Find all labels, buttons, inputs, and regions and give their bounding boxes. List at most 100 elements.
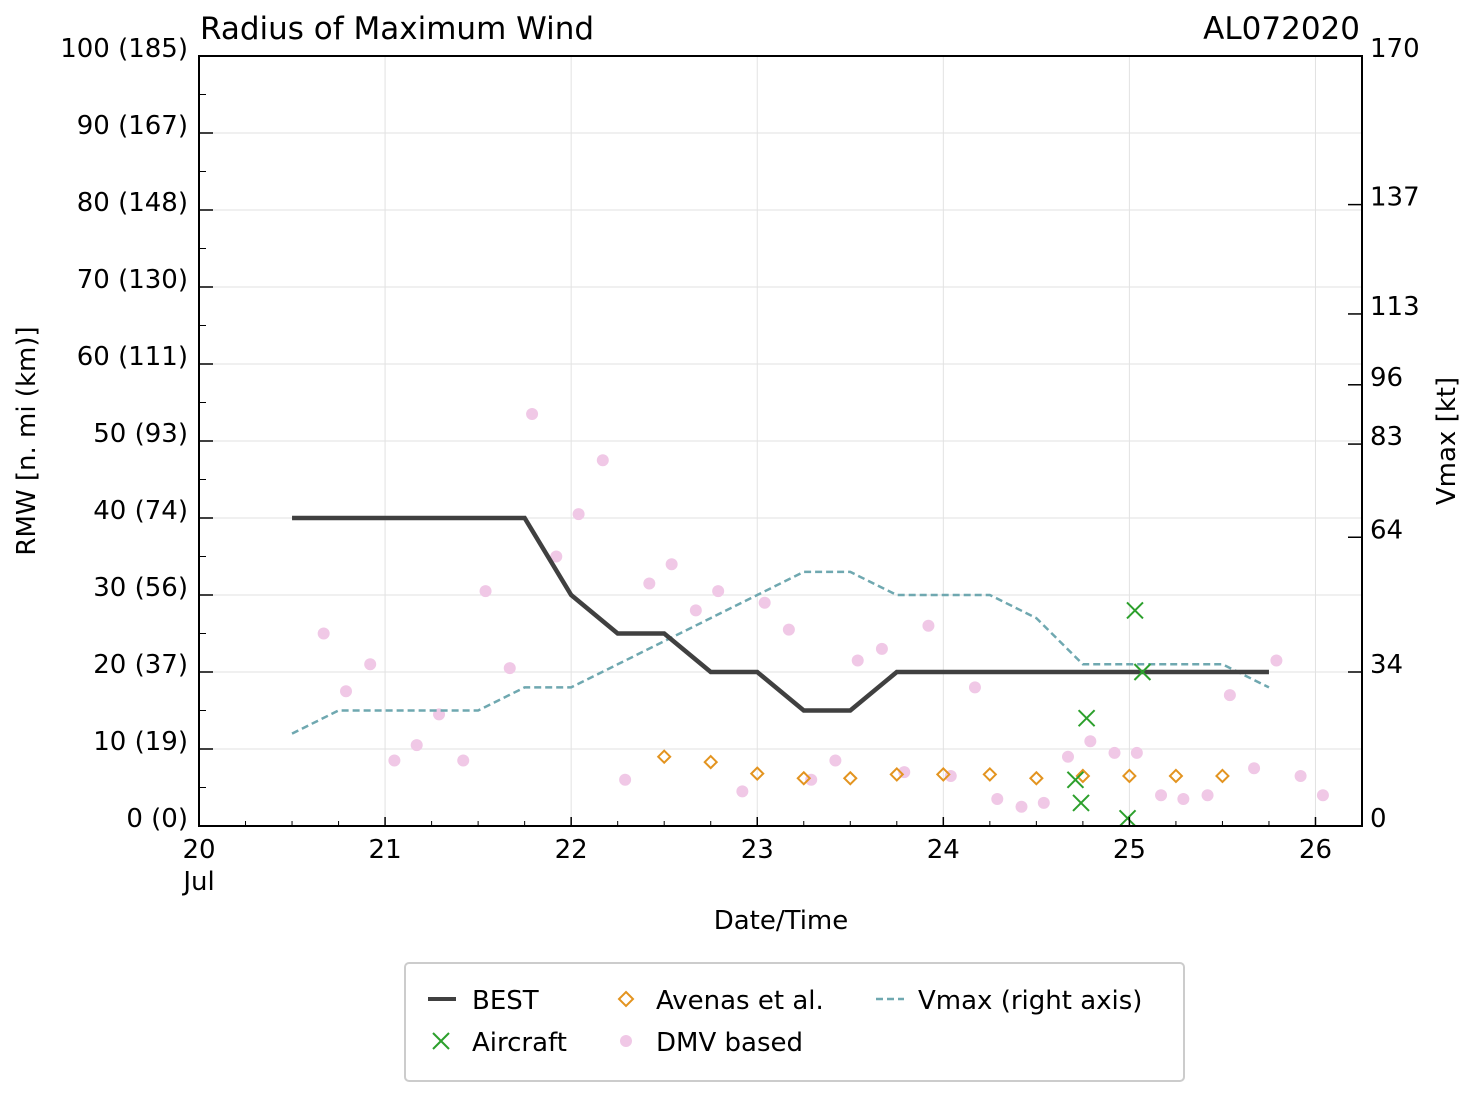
chart-title: Radius of Maximum Wind bbox=[200, 11, 594, 47]
y2-tick-label: 34 bbox=[1370, 650, 1403, 680]
y2-tick-label: 83 bbox=[1370, 422, 1403, 452]
dmv-point bbox=[503, 662, 516, 675]
y-tick-label: 60 (111) bbox=[77, 342, 188, 372]
avenas-point bbox=[889, 766, 905, 782]
x-tick-label: 26 bbox=[1299, 835, 1332, 865]
dmv-point bbox=[1108, 746, 1121, 759]
dmv-point bbox=[410, 739, 423, 752]
x-axis-label: Date/Time bbox=[714, 906, 849, 936]
dmv-point bbox=[1177, 793, 1190, 806]
dmv-point bbox=[1037, 796, 1050, 809]
dmv-point bbox=[736, 785, 749, 798]
y-tick-label: 10 (19) bbox=[93, 727, 188, 757]
dmv-point bbox=[388, 754, 401, 767]
legend-aircraft-swatch bbox=[432, 1032, 450, 1050]
y2-tick-label: 64 bbox=[1370, 515, 1403, 545]
dmv-point bbox=[643, 577, 656, 590]
y-tick-label: 90 (167) bbox=[77, 111, 188, 141]
avenas-point bbox=[1075, 768, 1091, 784]
dmv-point bbox=[619, 773, 632, 786]
legend-vmax-label: Vmax (right axis) bbox=[918, 986, 1142, 1016]
y2-axis-label: Vmax [kt] bbox=[1432, 377, 1462, 505]
avenas-point bbox=[1215, 768, 1230, 784]
dmv-point bbox=[758, 596, 771, 609]
y2-tick-label: 170 bbox=[1370, 34, 1420, 64]
avenas-point bbox=[749, 766, 765, 782]
dmv-point bbox=[851, 654, 864, 667]
dmv-point bbox=[1015, 800, 1028, 813]
dmv-point bbox=[1201, 789, 1214, 802]
avenas-point bbox=[1121, 768, 1137, 784]
dmv-point bbox=[1061, 750, 1074, 763]
legend-avenas-swatch bbox=[617, 990, 635, 1008]
y-tick-label: 40 (74) bbox=[93, 496, 188, 526]
dmv-point bbox=[317, 627, 330, 640]
avenas-point bbox=[1168, 768, 1184, 784]
best-line bbox=[292, 515, 1269, 713]
dmv-point bbox=[829, 754, 842, 767]
aircraft-point bbox=[1072, 794, 1090, 812]
avenas-point bbox=[656, 749, 672, 765]
dmv-point bbox=[1223, 689, 1236, 702]
vmax-line bbox=[291, 570, 1270, 735]
aircraft-point bbox=[1126, 601, 1144, 620]
avenas-point bbox=[1028, 770, 1044, 786]
avenas-point bbox=[935, 766, 951, 782]
dmv-point bbox=[340, 685, 353, 698]
dmv-point bbox=[991, 793, 1004, 806]
legend-box bbox=[404, 962, 1185, 1082]
avenas-point bbox=[796, 770, 812, 786]
dmv-point bbox=[1270, 654, 1283, 667]
x-month-label: Jul bbox=[181, 867, 214, 897]
dmv-point bbox=[572, 508, 585, 521]
storm-id: AL072020 bbox=[1203, 11, 1360, 47]
legend-best-label: BEST bbox=[472, 986, 539, 1016]
dmv-point bbox=[665, 558, 678, 571]
dmv-point bbox=[364, 658, 377, 671]
legend: BEST Aircraft Avenas et al. DMV based Vm… bbox=[404, 962, 1185, 1082]
dmv-point bbox=[1316, 789, 1329, 802]
x-tick-label: 23 bbox=[741, 835, 774, 865]
dmv-point bbox=[968, 681, 981, 694]
x-tick-label: 22 bbox=[555, 835, 588, 865]
plot-area bbox=[291, 408, 1329, 828]
gridlines bbox=[199, 56, 1362, 826]
axes: 20 21 22 23 24 25 26 Jul 0 (0) 10 (19) 20 (37) 30 (… bbox=[60, 34, 1419, 897]
dmv-point bbox=[1084, 735, 1097, 748]
aircraft-point bbox=[1066, 771, 1085, 789]
legend-avenas-label: Avenas et al. bbox=[656, 986, 824, 1016]
y-tick-label: 20 (37) bbox=[93, 650, 188, 680]
y-axis-label: RMW [n. mi (km)] bbox=[12, 326, 42, 555]
y-tick-label: 80 (148) bbox=[77, 188, 188, 218]
y2-tick-label: 0 bbox=[1370, 804, 1387, 834]
avenas-point bbox=[703, 754, 719, 770]
dmv-point bbox=[1248, 762, 1261, 775]
dmv-point bbox=[689, 604, 702, 617]
aircraft-point bbox=[1133, 663, 1152, 681]
y-tick-label: 70 (130) bbox=[77, 265, 188, 295]
x-tick-label: 25 bbox=[1113, 835, 1146, 865]
y2-tick-label: 137 bbox=[1370, 183, 1420, 213]
y2-tick-label: 96 bbox=[1370, 363, 1403, 393]
dmv-point bbox=[1294, 769, 1307, 782]
avenas-point bbox=[842, 770, 858, 786]
dmv-point bbox=[1130, 746, 1143, 759]
y-tick-label: 50 (93) bbox=[93, 419, 188, 449]
aircraft-point bbox=[1077, 709, 1096, 727]
y-tick-label: 0 (0) bbox=[126, 804, 188, 834]
dmv-point bbox=[479, 585, 492, 598]
dmv-point bbox=[875, 642, 888, 655]
legend-dmv-label: DMV based bbox=[656, 1028, 803, 1058]
dmv-point bbox=[782, 623, 795, 636]
dmv-point bbox=[922, 619, 935, 632]
y-tick-label: 30 (56) bbox=[93, 573, 188, 603]
x-tick-label: 21 bbox=[369, 835, 402, 865]
dmv-point bbox=[712, 585, 725, 598]
y2-tick-label: 113 bbox=[1370, 292, 1420, 322]
dmv-point bbox=[457, 754, 470, 767]
avenas-point bbox=[982, 766, 998, 782]
x-tick-label: 20 bbox=[182, 835, 215, 865]
aircraft-point bbox=[1118, 809, 1137, 828]
y-tick-label: 100 (185) bbox=[60, 34, 188, 64]
